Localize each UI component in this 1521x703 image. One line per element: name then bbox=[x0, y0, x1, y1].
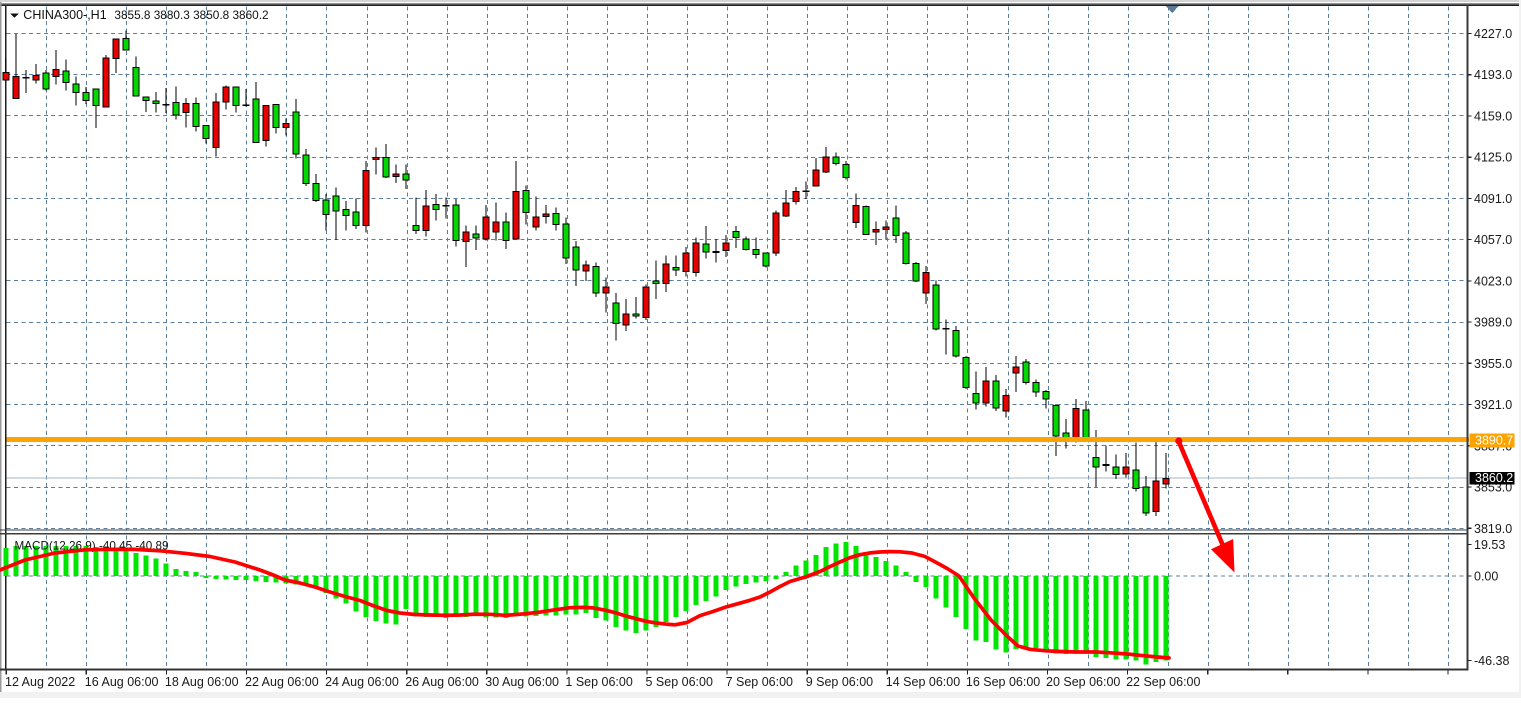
svg-text:3989.0: 3989.0 bbox=[1474, 316, 1512, 330]
svg-text:4227.0: 4227.0 bbox=[1474, 27, 1512, 41]
svg-text:7 Sep 06:00: 7 Sep 06:00 bbox=[726, 675, 793, 689]
svg-text:20 Sep 06:00: 20 Sep 06:00 bbox=[1046, 675, 1120, 689]
svg-text:12 Aug 2022: 12 Aug 2022 bbox=[5, 675, 75, 689]
svg-text:4091.0: 4091.0 bbox=[1474, 192, 1512, 206]
svg-text:22 Aug 06:00: 22 Aug 06:00 bbox=[245, 675, 319, 689]
svg-text:4057.0: 4057.0 bbox=[1474, 233, 1512, 247]
svg-text:4159.0: 4159.0 bbox=[1474, 110, 1512, 124]
svg-text:1 Sep 06:00: 1 Sep 06:00 bbox=[565, 675, 632, 689]
svg-text:3921.0: 3921.0 bbox=[1474, 398, 1512, 412]
svg-text:24 Aug 06:00: 24 Aug 06:00 bbox=[325, 675, 399, 689]
svg-text:14 Sep 06:00: 14 Sep 06:00 bbox=[886, 675, 960, 689]
svg-text:22 Sep 06:00: 22 Sep 06:00 bbox=[1126, 675, 1200, 689]
svg-text:26 Aug 06:00: 26 Aug 06:00 bbox=[405, 675, 479, 689]
svg-text:3955.0: 3955.0 bbox=[1474, 357, 1512, 371]
svg-text:3890.7: 3890.7 bbox=[1475, 433, 1513, 447]
svg-text:3855.8 3880.3 3850.8 3860.2: 3855.8 3880.3 3850.8 3860.2 bbox=[114, 8, 268, 22]
svg-text:-46.38: -46.38 bbox=[1474, 654, 1509, 668]
svg-text:4125.0: 4125.0 bbox=[1474, 151, 1512, 165]
svg-text:4023.0: 4023.0 bbox=[1474, 274, 1512, 288]
svg-text:16 Sep 06:00: 16 Sep 06:00 bbox=[966, 675, 1040, 689]
svg-text:30 Aug 06:00: 30 Aug 06:00 bbox=[485, 675, 559, 689]
svg-text:CHINA300-,H1: CHINA300-,H1 bbox=[23, 8, 106, 22]
svg-text:4193.0: 4193.0 bbox=[1474, 68, 1512, 82]
svg-text:3860.2: 3860.2 bbox=[1475, 471, 1513, 485]
svg-text:3819.0: 3819.0 bbox=[1474, 522, 1512, 536]
svg-text:16 Aug 06:00: 16 Aug 06:00 bbox=[85, 675, 159, 689]
svg-text:0.00: 0.00 bbox=[1474, 570, 1498, 584]
svg-text:9 Sep 06:00: 9 Sep 06:00 bbox=[806, 675, 873, 689]
svg-text:19.53: 19.53 bbox=[1474, 538, 1505, 552]
svg-text:5 Sep 06:00: 5 Sep 06:00 bbox=[646, 675, 713, 689]
svg-text:18 Aug 06:00: 18 Aug 06:00 bbox=[165, 675, 239, 689]
